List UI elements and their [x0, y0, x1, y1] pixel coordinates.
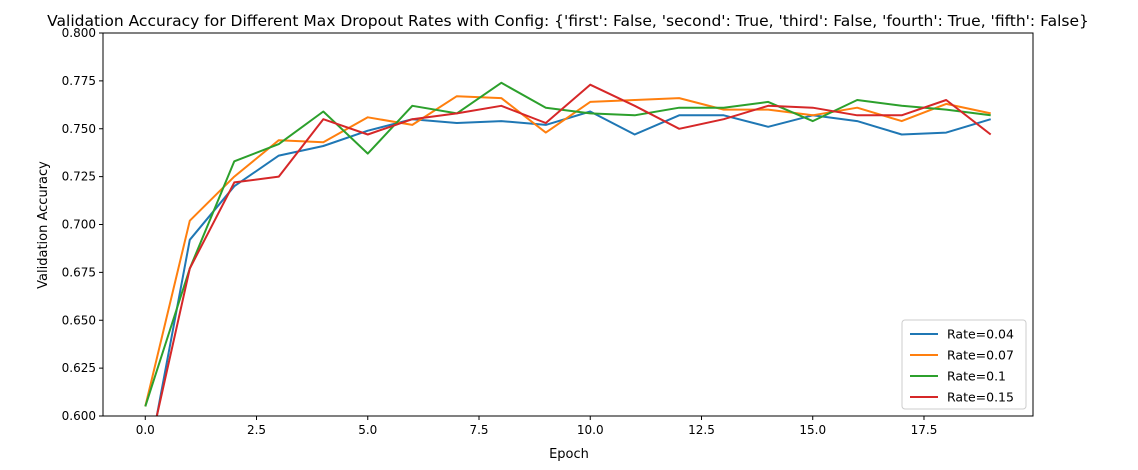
y-axis-label: Validation Accuracy [36, 161, 51, 289]
legend-label: Rate=0.04 [947, 327, 1014, 342]
series-line-1 [144, 95, 991, 407]
x-axis-label: Epoch [549, 447, 589, 462]
series-line-2 [144, 81, 991, 407]
x-tick-label: 17.5 [911, 423, 938, 437]
plot-frame [102, 32, 1034, 417]
y-tick-label: 0.775 [62, 74, 96, 88]
y-tick-label: 0.675 [62, 265, 96, 279]
y-tick-label: 0.625 [62, 361, 96, 375]
x-tick-label: 5.0 [358, 423, 377, 437]
x-tick-label: 15.0 [799, 423, 826, 437]
x-tick-label: 7.5 [469, 423, 488, 437]
x-tick-label: 2.5 [247, 423, 266, 437]
x-tick-label: 12.5 [688, 423, 715, 437]
y-tick-label: 0.650 [62, 313, 96, 327]
plot-lines [144, 81, 992, 416]
legend-label: Rate=0.1 [947, 369, 1006, 384]
legend-box [901, 319, 1027, 410]
y-tick-label: 0.800 [62, 26, 96, 40]
y-axis-ticks: 0.600 0.625 0.650 0.675 0.700 0.725 0.750 0.775… [62, 26, 103, 423]
legend-label: Rate=0.07 [947, 348, 1014, 363]
x-tick-label: 0.0 [136, 423, 155, 437]
y-tick-label: 0.600 [62, 409, 96, 423]
x-axis-ticks: 0.0 2.5 5.0 7.5 10.0 12.5 15.0 17.5 [136, 416, 938, 437]
y-tick-label: 0.725 [62, 170, 96, 184]
legend: Rate=0.04 Rate=0.07 Rate=0.1 Rate=0.15 [901, 319, 1027, 410]
y-tick-label: 0.700 [62, 218, 96, 232]
chart-title: Validation Accuracy for Different Max Dr… [47, 12, 1089, 30]
x-tick-label: 10.0 [577, 423, 604, 437]
y-tick-label: 0.750 [62, 122, 96, 136]
legend-label: Rate=0.15 [947, 390, 1014, 405]
series-line-3 [155, 83, 992, 416]
